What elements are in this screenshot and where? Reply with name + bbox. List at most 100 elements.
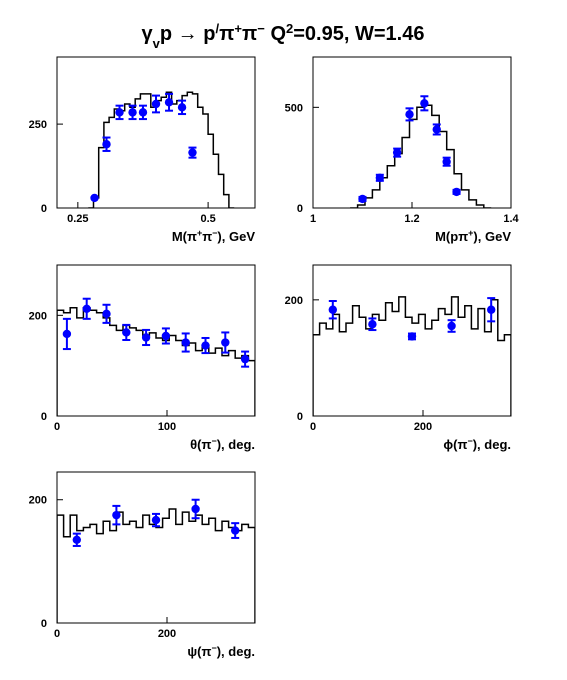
histogram-phi-pi (313, 296, 511, 416)
data-point (432, 123, 441, 136)
data-point (128, 104, 137, 121)
y-tick-label: 200 (29, 495, 47, 507)
data-point (181, 332, 190, 353)
data-marker (407, 332, 417, 341)
data-point (231, 522, 240, 539)
data-marker (392, 148, 402, 157)
plot-frame (312, 264, 512, 417)
x-tick-label: 200 (158, 628, 176, 640)
data-marker (112, 510, 121, 520)
data-point (221, 331, 230, 354)
data-marker (452, 187, 461, 197)
data-marker (115, 108, 124, 117)
x-axis-label: M(π+π−), GeV (172, 228, 256, 244)
data-point (375, 173, 385, 182)
data-point (177, 99, 187, 116)
x-axis-label: ψ(π−), deg. (187, 643, 255, 659)
data-marker (188, 148, 197, 157)
data-point (240, 350, 250, 368)
data-point (122, 323, 131, 341)
plot-frame (56, 264, 256, 417)
y-tick-label: 0 (297, 203, 303, 215)
data-point (115, 104, 124, 121)
plot-frame (56, 56, 256, 209)
data-marker (177, 103, 187, 112)
x-tick-label: 0 (54, 628, 60, 640)
panel-psi-pi: 0 200 0 200 ψ(π−), deg. (29, 471, 256, 659)
x-tick-label: 1 (310, 213, 316, 225)
data-point (420, 95, 429, 112)
y-tick-label: 0 (297, 411, 303, 423)
data-marker (138, 108, 148, 117)
figure-title: γvp → p/π+π− Q2=0.95, W=1.46 (142, 21, 425, 51)
data-marker (122, 328, 131, 337)
y-tick-label: 0 (41, 203, 47, 215)
x-tick-label: 200 (414, 421, 432, 433)
plot-frame (312, 56, 512, 209)
data-marker (231, 526, 240, 535)
data-point (72, 532, 82, 547)
data-point (141, 328, 151, 347)
data-marker (151, 515, 161, 525)
data-marker (432, 125, 441, 134)
data-marker (72, 535, 82, 544)
data-marker (328, 305, 337, 314)
x-axis-label: θ(π−), deg. (190, 436, 255, 452)
histogram-m-ppi (350, 104, 492, 208)
data-point (407, 332, 417, 341)
x-tick-label: 0.5 (200, 213, 215, 225)
y-tick-label: 250 (29, 119, 47, 131)
y-tick-label: 0 (41, 411, 47, 423)
plot-frame (56, 471, 256, 624)
data-point (138, 104, 148, 121)
data-marker (368, 320, 377, 329)
data-point (161, 327, 171, 345)
x-tick-label: 100 (158, 421, 176, 433)
data-point (102, 136, 111, 152)
data-marker (62, 329, 72, 339)
data-marker (90, 193, 99, 203)
data-marker (221, 338, 230, 347)
data-marker (102, 140, 111, 149)
data-point (487, 297, 496, 323)
data-marker (487, 305, 496, 314)
data-marker (128, 108, 137, 117)
panel-phi-pi: 0 200 0 200 ϕ(π−), deg. (285, 264, 512, 452)
data-point (368, 317, 377, 332)
data-point (191, 498, 200, 520)
data-point (447, 319, 456, 333)
y-tick-label: 200 (29, 310, 47, 322)
y-tick-label: 200 (285, 295, 303, 307)
data-marker (164, 98, 174, 107)
data-marker (442, 157, 451, 166)
data-marker (201, 341, 210, 350)
data-point (151, 512, 161, 528)
data-point (151, 94, 161, 114)
y-tick-label: 0 (41, 618, 47, 630)
data-point (62, 317, 72, 351)
data-marker (141, 333, 151, 342)
data-point (328, 300, 337, 320)
histogram-m-pipi (88, 91, 235, 208)
data-marker (82, 304, 91, 313)
data-marker (181, 338, 190, 347)
panels: 0.25 0.5 0 250 M(π+π−), GeV 1 1.2 1.4 0 500 M(pπ+)… (29, 56, 520, 659)
data-marker (420, 99, 429, 108)
data-marker (405, 110, 414, 119)
data-point (405, 107, 414, 122)
data-marker (358, 194, 367, 204)
x-tick-label: 1.2 (404, 213, 419, 225)
x-tick-label: 1.4 (503, 213, 519, 225)
data-marker (102, 309, 111, 319)
data-point (392, 147, 402, 158)
x-tick-label: 0 (310, 421, 316, 433)
data-point (201, 336, 210, 355)
panel-m-ppi: 1 1.2 1.4 0 500 M(pπ+), GeV (285, 56, 520, 244)
histogram-theta-pi (57, 307, 255, 416)
data-marker (240, 354, 250, 364)
data-marker (375, 173, 385, 182)
x-tick-label: 0.25 (67, 213, 88, 225)
x-axis-label: ϕ(π−), deg. (443, 436, 511, 452)
panel-m-pipi: 0.25 0.5 0 250 M(π+π−), GeV (29, 56, 256, 244)
